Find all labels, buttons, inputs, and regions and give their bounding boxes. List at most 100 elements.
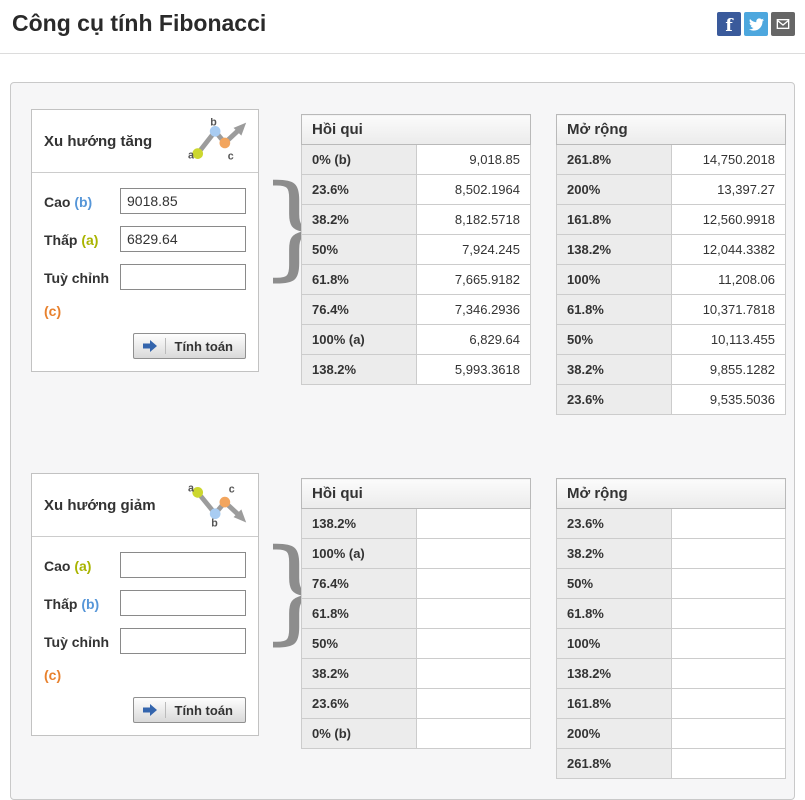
svg-text:a: a: [188, 482, 194, 494]
uptrend-low-input[interactable]: [120, 226, 246, 252]
uptrend-form-card: Xu hướng tăng a b c Cao (b): [31, 109, 259, 372]
point-a-label: (a): [81, 232, 99, 248]
downtrend-custom-input[interactable]: [120, 628, 246, 654]
level-label: 23.6%: [556, 508, 672, 539]
downtrend-low-row: Thấp (b): [44, 590, 246, 616]
level-value: [415, 688, 531, 719]
point-c-label: (c): [44, 667, 62, 683]
page-header: Công cụ tính Fibonacci f: [0, 0, 805, 37]
downtrend-calculate-button[interactable]: Tính toán: [132, 697, 246, 723]
downtrend-icon: a b c: [188, 482, 247, 528]
button-separator: [164, 702, 166, 718]
point-c-label: (c): [44, 303, 62, 319]
level-value: 6,829.64: [415, 324, 531, 355]
level-label: 261.8%: [556, 748, 672, 779]
table-row: 23.6% 8,502.1964: [301, 174, 531, 205]
point-a-label: (a): [74, 558, 92, 574]
low-label: Thấp: [44, 232, 78, 248]
level-label: 200%: [556, 718, 672, 749]
extension-table-title: Mở rộng: [556, 114, 786, 145]
downtrend-retracement-table: Hồi qui 138.2% 100% (a) 76.4% 61.8% 50% 38.2%…: [301, 478, 531, 749]
uptrend-low-row: Thấp (a): [44, 226, 246, 252]
custom-label: Tuỳ chỉnh: [44, 634, 110, 650]
level-value: 9,855.1282: [670, 354, 786, 385]
envelope-icon: [776, 19, 790, 29]
brace-glyph: }: [259, 526, 331, 656]
level-value: [670, 688, 786, 719]
level-value: [670, 748, 786, 779]
table-row: 61.8%: [301, 598, 531, 629]
level-label: 23.6%: [301, 174, 417, 205]
social-share-bar: f: [717, 12, 795, 36]
downtrend-title: Xu hướng giảm: [44, 496, 156, 514]
uptrend-calculate-button[interactable]: Tính toán: [132, 333, 246, 359]
level-value: 13,397.27: [670, 174, 786, 205]
level-label: 50%: [556, 324, 672, 355]
level-label: 50%: [301, 234, 417, 265]
table-row: 23.6%: [301, 688, 531, 719]
table-row: 0% (b): [301, 718, 531, 749]
table-row: 50% 7,924.245: [301, 234, 531, 265]
level-value: 11,208.06: [670, 264, 786, 295]
twitter-share-icon[interactable]: [744, 12, 768, 36]
level-label: 200%: [556, 174, 672, 205]
table-row: 100% 11,208.06: [556, 264, 786, 295]
table-row: 23.6% 9,535.5036: [556, 384, 786, 415]
facebook-share-icon[interactable]: f: [717, 12, 741, 36]
level-value: [415, 598, 531, 629]
level-value: [670, 658, 786, 689]
level-label: 61.8%: [556, 294, 672, 325]
level-label: 38.2%: [301, 658, 417, 689]
downtrend-low-input[interactable]: [120, 590, 246, 616]
level-value: 12,560.9918: [670, 204, 786, 235]
table-row: 38.2%: [301, 658, 531, 689]
downtrend-section: Xu hướng giảm a b c Cao (a): [31, 473, 786, 779]
page-title: Công cụ tính Fibonacci: [12, 10, 267, 36]
level-label: 23.6%: [301, 688, 417, 719]
level-label: 0% (b): [301, 144, 417, 175]
table-row: 161.8% 12,560.9918: [556, 204, 786, 235]
facebook-f-glyph: f: [725, 15, 733, 36]
calculate-arrow-icon: [142, 704, 157, 716]
level-label: 261.8%: [556, 144, 672, 175]
table-row: 261.8% 14,750.2018: [556, 144, 786, 175]
level-value: 10,113.455: [670, 324, 786, 355]
table-row: 61.8%: [556, 598, 786, 629]
high-label: Cao: [44, 558, 71, 574]
level-value: [670, 718, 786, 749]
table-row: 200%: [556, 718, 786, 749]
level-value: [415, 628, 531, 659]
table-row: 61.8% 10,371.7818: [556, 294, 786, 325]
downtrend-high-input[interactable]: [120, 552, 246, 578]
level-label: 61.8%: [556, 598, 672, 629]
point-b-label: (b): [74, 194, 93, 210]
table-row: 76.4%: [301, 568, 531, 599]
table-row: 100% (a): [301, 538, 531, 569]
downtrend-form: Cao (a) Thấp (b) Tuỳ chỉnh (c) Tính toán: [32, 537, 258, 735]
level-value: 9,535.5036: [670, 384, 786, 415]
level-value: 7,924.245: [415, 234, 531, 265]
downtrend-form-card: Xu hướng giảm a b c Cao (a): [31, 473, 259, 736]
level-label: 76.4%: [301, 568, 417, 599]
level-label: 138.2%: [301, 354, 417, 385]
level-label: 0% (b): [301, 718, 417, 749]
level-label: 100% (a): [301, 324, 417, 355]
level-label: 76.4%: [301, 294, 417, 325]
uptrend-custom-input[interactable]: [120, 264, 246, 290]
level-label: 50%: [556, 568, 672, 599]
uptrend-high-input[interactable]: [120, 188, 246, 214]
button-separator: [164, 338, 166, 354]
level-value: 7,665.9182: [415, 264, 531, 295]
table-row: 138.2%: [556, 658, 786, 689]
level-value: [670, 568, 786, 599]
email-share-icon[interactable]: [771, 12, 795, 36]
brace-glyph: }: [259, 162, 331, 292]
uptrend-custom-row: Tuỳ chỉnh (c): [44, 264, 246, 321]
level-value: 7,346.2936: [415, 294, 531, 325]
uptrend-title: Xu hướng tăng: [44, 132, 153, 150]
level-label: 138.2%: [556, 658, 672, 689]
uptrend-extension-table: Mở rộng 261.8% 14,750.2018 200% 13,397.27 16…: [556, 114, 786, 415]
level-label: 61.8%: [301, 598, 417, 629]
table-row: 100%: [556, 628, 786, 659]
point-b-label: (b): [81, 596, 100, 612]
